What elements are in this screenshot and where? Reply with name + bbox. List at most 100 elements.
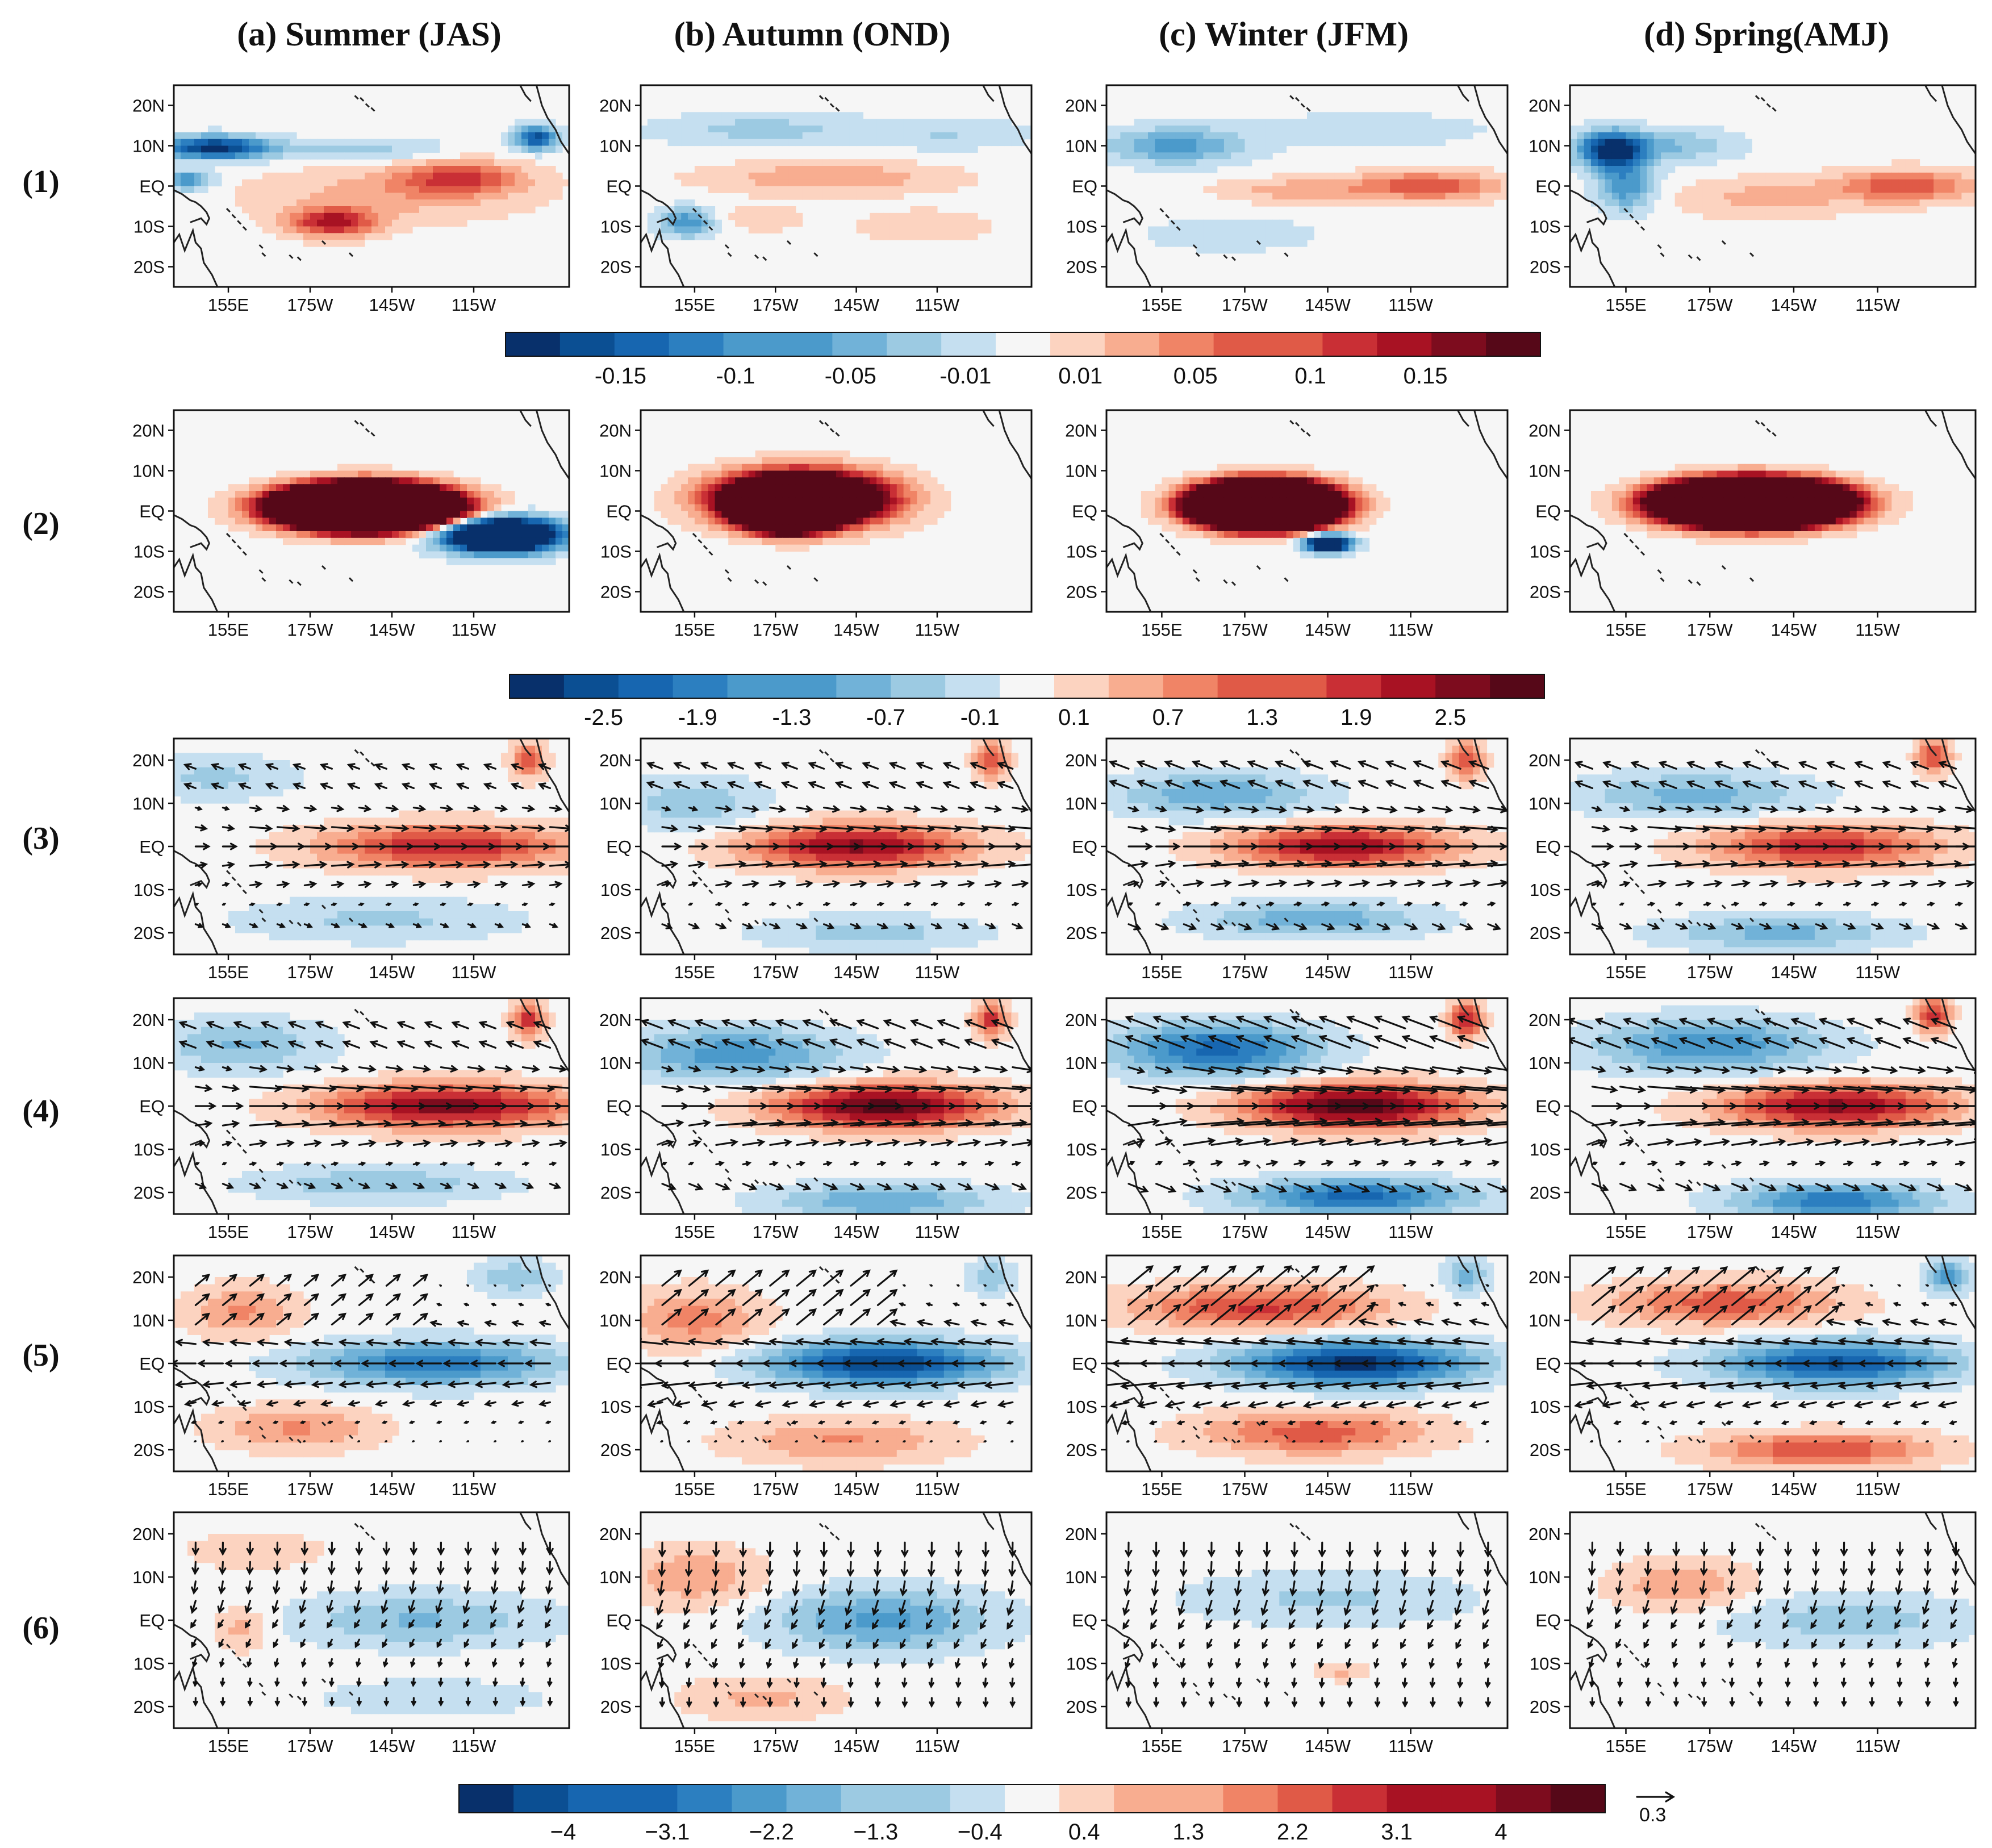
contour-cell bbox=[542, 199, 549, 207]
contour-cell bbox=[748, 504, 756, 512]
contour-cell bbox=[1265, 179, 1273, 187]
contour-cell bbox=[1238, 226, 1246, 233]
contour-cell bbox=[494, 839, 502, 847]
contour-cell bbox=[1765, 212, 1773, 220]
contour-cell bbox=[863, 457, 870, 465]
contour-cell bbox=[964, 126, 971, 133]
contour-cell bbox=[501, 199, 508, 207]
contour-cell bbox=[842, 504, 850, 512]
contour-cell bbox=[1710, 518, 1718, 525]
island bbox=[289, 579, 294, 584]
contour-cell bbox=[667, 484, 675, 491]
contour-cell bbox=[542, 166, 549, 173]
contour-cell bbox=[883, 233, 891, 240]
contour-cell bbox=[1717, 179, 1724, 187]
contour-cell bbox=[1148, 126, 1155, 133]
contour-cell bbox=[365, 839, 372, 847]
contour-cell bbox=[1231, 464, 1238, 472]
contour-cell bbox=[694, 112, 702, 119]
contour-cell bbox=[1321, 112, 1329, 119]
contour-cell bbox=[440, 544, 447, 552]
contour-cell bbox=[446, 477, 454, 485]
contour-cell bbox=[474, 531, 481, 539]
contour-cell bbox=[1681, 139, 1689, 147]
contour-cell bbox=[1196, 152, 1204, 160]
contour-cell bbox=[331, 537, 338, 545]
contour-cell bbox=[1870, 179, 1878, 187]
contour-cell bbox=[836, 524, 843, 532]
contour-cell bbox=[681, 484, 688, 491]
x-tick-label: 115W bbox=[452, 620, 496, 640]
contour-cell bbox=[549, 186, 556, 193]
contour-cell bbox=[337, 166, 345, 173]
contour-cell bbox=[1702, 497, 1710, 505]
contour-cell bbox=[889, 464, 897, 472]
contour-cell bbox=[1933, 166, 1941, 173]
contour-cell bbox=[1238, 497, 1246, 505]
contour-cell bbox=[528, 774, 536, 782]
contour-cell bbox=[1431, 186, 1439, 193]
contour-cell bbox=[1828, 166, 1836, 173]
contour-cell bbox=[856, 497, 864, 505]
contour-cell bbox=[426, 179, 433, 187]
contour-cell bbox=[1835, 166, 1843, 173]
contour-cell bbox=[290, 172, 297, 180]
contour-cell bbox=[1605, 119, 1613, 126]
contour-cell bbox=[481, 199, 488, 207]
island bbox=[354, 95, 359, 100]
x-tick-label: 145W bbox=[369, 620, 416, 640]
contour-cell bbox=[654, 126, 662, 133]
contour-cell bbox=[1738, 477, 1745, 485]
contour-cell bbox=[331, 511, 338, 518]
contour-cell bbox=[1626, 145, 1634, 153]
contour-cell bbox=[1835, 491, 1843, 498]
contour-cell bbox=[728, 531, 736, 539]
column-title-summer: (a) Summer (JAS) bbox=[237, 15, 502, 53]
contour-cell bbox=[971, 126, 978, 133]
contour-cell bbox=[822, 457, 830, 465]
contour-cell bbox=[378, 511, 386, 518]
contour-cell bbox=[1300, 504, 1308, 512]
contour-cell bbox=[371, 832, 379, 840]
contour-cell bbox=[256, 767, 263, 775]
contour-cell bbox=[1314, 179, 1321, 187]
contour-cell bbox=[433, 199, 440, 207]
contour-cell bbox=[283, 491, 290, 498]
contour-cell bbox=[762, 159, 769, 166]
contour-cell bbox=[276, 186, 283, 193]
contour-cell bbox=[1912, 193, 1920, 200]
contour-cell bbox=[681, 511, 688, 518]
contour-cell bbox=[876, 518, 884, 525]
contour-cell bbox=[748, 491, 756, 498]
contour-cell bbox=[1168, 477, 1176, 485]
contour-cell bbox=[1626, 152, 1634, 160]
contour-cell bbox=[1265, 511, 1273, 518]
contour-cell bbox=[762, 524, 769, 532]
contour-cell bbox=[446, 511, 454, 518]
contour-cell bbox=[290, 839, 297, 847]
contour-cell bbox=[515, 745, 522, 753]
contour-cell bbox=[1696, 152, 1703, 160]
contour-cell bbox=[426, 491, 433, 498]
contour-cell bbox=[1355, 537, 1363, 545]
contour-cell bbox=[1598, 126, 1606, 133]
contour-cell bbox=[903, 172, 911, 180]
contour-cell bbox=[755, 497, 763, 505]
contour-cell bbox=[910, 219, 917, 227]
contour-cell bbox=[1738, 206, 1745, 214]
contour-cell bbox=[1870, 497, 1878, 505]
contour-cell bbox=[1640, 152, 1648, 160]
contour-cell bbox=[1362, 179, 1370, 187]
contour-cell bbox=[870, 179, 877, 187]
contour-cell bbox=[249, 179, 256, 187]
contour-cell bbox=[1155, 497, 1162, 505]
contour-cell bbox=[1279, 139, 1287, 147]
contour-cell bbox=[842, 511, 850, 518]
contour-cell bbox=[1431, 166, 1439, 173]
contour-cell bbox=[1217, 139, 1225, 147]
contour-cell bbox=[1801, 212, 1809, 220]
contour-cell bbox=[1162, 132, 1170, 140]
contour-cell bbox=[883, 511, 891, 518]
contour-cell bbox=[735, 484, 742, 491]
contour-cell bbox=[331, 152, 338, 160]
